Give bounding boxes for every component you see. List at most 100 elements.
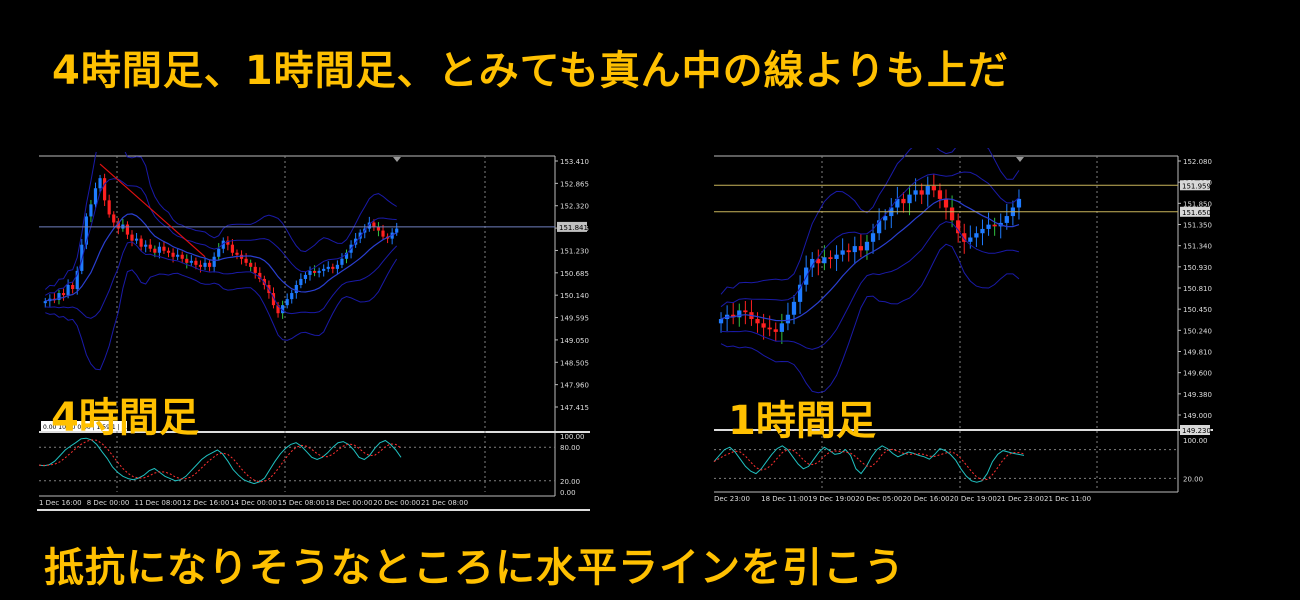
chart-1-ytick-label-2: 151.850 (1183, 200, 1212, 208)
chart-1-candle-10 (779, 323, 784, 332)
chart-0-band-middle (45, 213, 397, 302)
chart-0-candle-74 (381, 230, 385, 237)
chart-0-candle-35 (203, 262, 207, 267)
chart-1-candle-44 (986, 224, 991, 229)
chart-1-candle-43 (980, 228, 985, 234)
chart-1-candle-38 (949, 207, 955, 221)
chart-1-band-middle (720, 198, 1020, 322)
chart-1-ytick-label-0: 152.080 (1183, 158, 1212, 166)
chart-0-band-upper-2 (44, 152, 397, 290)
chart-0-xtick-label-8: 21 Dec 08:00 (421, 499, 468, 507)
chart-0-candle-64 (335, 264, 339, 269)
chart-0-ytick-label-9: 148.505 (560, 359, 589, 367)
chart-1-candle-8 (767, 327, 772, 330)
chart-1-sub-tag-text: 149.230 (1182, 427, 1211, 435)
chart-1-candle-27 (883, 216, 888, 221)
chart-1-xtick-label-5: 20 Dec 19:00 (950, 495, 997, 503)
chart-1-xtick-label-4: 20 Dec 16:00 (903, 495, 950, 503)
chart-1-candle-3 (737, 310, 742, 318)
chart-1-candle-13 (797, 284, 803, 302)
chart-0-xtick-label-1: 8 Dec 00:00 (87, 499, 130, 507)
chart-0-candle-13 (103, 178, 107, 201)
chart-0-xtick-label-4: 14 Dec 00:00 (230, 499, 277, 507)
chart-0-candle-7 (75, 270, 79, 290)
chart-1-candle-31 (907, 194, 912, 204)
chart-1-candle-6 (755, 319, 760, 324)
chart-0-candle-41 (230, 244, 235, 253)
chart-0-candle-21 (139, 238, 143, 247)
chart-0-candle-59 (312, 270, 317, 273)
chart-1-candle-21 (846, 250, 851, 253)
chart-1-ytick-label-11: 149.380 (1183, 391, 1212, 399)
chart-0-candle-30 (180, 254, 184, 259)
chart-0-candle-39 (221, 240, 225, 249)
chart-0-candle-54 (290, 293, 294, 300)
chart-1-candle-32 (913, 190, 918, 195)
chart-0-price-tag-bg (557, 221, 587, 232)
chart-1-marker-icon (1016, 157, 1024, 162)
chart-1-xtick-label-2: 19 Dec 19:00 (808, 495, 855, 503)
chart-0-candle-28 (171, 252, 175, 257)
chart-1-band-lower-1 (720, 221, 1020, 350)
chart-0-candle-37 (212, 256, 216, 267)
chart-0-candle-56 (299, 278, 303, 285)
chart-0-candle-26 (162, 246, 166, 251)
chart-1-candle-34 (925, 186, 930, 195)
chart-0-ytick-label-4: 151.230 (560, 247, 589, 255)
chart-0-candle-22 (144, 244, 148, 247)
chart-1-xtick-label-1: 18 Dec 11:00 (761, 495, 808, 503)
chart-0-candle-77 (395, 228, 399, 233)
chart-1-candle-36 (937, 190, 943, 199)
chart-0-candle-36 (207, 262, 212, 267)
chart-0-candle-71 (367, 222, 371, 229)
chart-0-candle-68 (354, 238, 358, 245)
chart-1-band-upper-1 (720, 171, 1020, 308)
chart-0-candle-58 (308, 270, 312, 275)
chart-0-candle-50 (271, 293, 276, 306)
chart-1h-panel: 152.080151.850151.850151.350151.340150.9… (712, 148, 1232, 512)
chart-4h-svg: 153.410152.865152.320151.775151.230150.6… (37, 152, 590, 511)
chart-1-ytick-label-5: 150.930 (1183, 264, 1212, 272)
chart-0-ytick-label-11: 147.415 (560, 404, 589, 412)
chart-1-sub-tag-bg (1180, 425, 1210, 435)
chart-1-candle-47 (1004, 216, 1009, 223)
chart-1-ytick-label-7: 150.450 (1183, 306, 1212, 314)
chart-0-candle-12 (98, 178, 102, 189)
chart-1-candle-29 (895, 198, 900, 208)
chart-0-candle-65 (340, 258, 344, 265)
chart-1-candle-19 (834, 254, 839, 259)
chart-1-candle-20 (840, 250, 845, 255)
chart-1-candle-4 (743, 310, 748, 313)
chart-1-candle-22 (852, 246, 857, 253)
chart-1-price-tag-text: 151.650 (1182, 209, 1211, 217)
chart-0-ytick-label-5: 150.685 (560, 270, 589, 278)
chart-1-ytick-label-10: 149.600 (1183, 370, 1212, 378)
chart-0-candle-33 (194, 260, 198, 265)
chart-0-candle-66 (344, 252, 349, 259)
chart-1-osc-label-0: 100.00 (1183, 437, 1208, 445)
chart-0-candle-53 (285, 299, 289, 306)
chart-1-xtick-label-0: Dec 23:00 (714, 495, 750, 503)
chart-1-candle-37 (943, 198, 949, 208)
chart-1-candle-24 (864, 241, 870, 251)
chart-1-candle-9 (773, 329, 778, 332)
chart-0-candle-14 (107, 200, 111, 215)
chart-1-candle-30 (901, 198, 906, 204)
chart-0-candle-63 (331, 266, 335, 269)
chart-0-candle-9 (84, 216, 88, 245)
chart-0-band-lower-1 (45, 241, 398, 319)
chart-0-trend-line (99, 163, 206, 258)
chart-0-candle-73 (376, 226, 381, 231)
chart-1-candle-7 (761, 323, 766, 328)
chart-0-osc-main (38, 437, 402, 485)
timeframe-label-4h: 4時間足 (51, 395, 199, 441)
chart-0-candle-0 (43, 301, 47, 304)
chart-1-candle-42 (974, 233, 979, 238)
chart-0-marker-icon (393, 157, 401, 162)
chart-1-ytick-label-4: 151.340 (1183, 243, 1212, 251)
chart-0-candle-44 (244, 258, 248, 263)
chart-1h-svg: 152.080151.850151.850151.350151.340150.9… (713, 148, 1213, 503)
chart-0-osc-signal (38, 439, 402, 483)
chart-0-candle-25 (157, 246, 161, 253)
chart-0-candle-52 (281, 305, 285, 314)
